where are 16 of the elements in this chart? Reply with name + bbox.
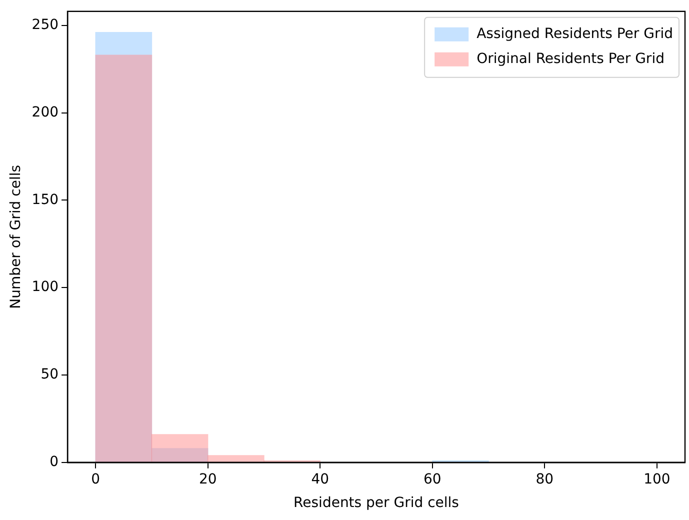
x-axis-title: Residents per Grid cells xyxy=(294,495,459,512)
x-tick-label: 60 xyxy=(423,471,442,488)
x-tick-label: 40 xyxy=(311,471,330,488)
legend-label: Original Residents Per Grid xyxy=(476,51,664,68)
y-tick-label: 0 xyxy=(50,454,59,470)
y-tick-label: 150 xyxy=(32,192,59,208)
x-tick-label: 20 xyxy=(198,471,217,488)
y-axis-title: Number of Grid cells xyxy=(8,164,24,309)
legend-label: Assigned Residents Per Grid xyxy=(476,26,674,42)
y-tick-label: 200 xyxy=(32,104,59,120)
x-tick-label: 80 xyxy=(536,471,554,488)
x-tick-label: 0 xyxy=(91,471,100,488)
y-tick-label: 100 xyxy=(32,279,59,296)
x-tick-label: 100 xyxy=(644,471,670,488)
y-tick-label: 50 xyxy=(40,366,59,383)
y-tick-label: 250 xyxy=(32,17,59,34)
